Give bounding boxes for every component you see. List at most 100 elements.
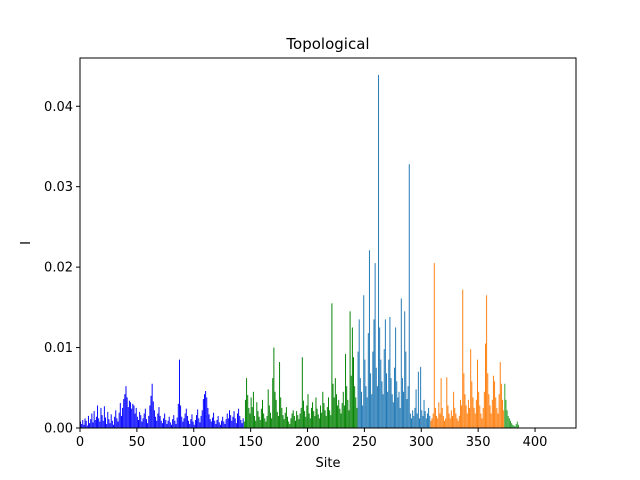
bar (287, 416, 289, 428)
bar (382, 394, 384, 428)
bar (448, 413, 450, 428)
bar (357, 351, 359, 428)
bar (355, 397, 357, 428)
bar (252, 391, 254, 428)
bar (405, 351, 407, 428)
bar (364, 359, 366, 428)
bar (494, 381, 496, 428)
bar (354, 386, 356, 428)
bar (419, 418, 420, 428)
bar (173, 415, 175, 428)
x-tick-label: 400 (523, 435, 548, 450)
bar (230, 415, 232, 428)
bar (455, 413, 457, 428)
bar (481, 418, 483, 428)
bar (100, 407, 102, 428)
bar (256, 402, 258, 428)
bar (387, 391, 389, 428)
bar (471, 381, 473, 428)
bar (266, 415, 268, 428)
bar (149, 405, 151, 428)
bar (409, 413, 411, 428)
bar (234, 418, 236, 428)
bar (257, 411, 259, 428)
bar (276, 411, 278, 428)
bar (450, 410, 452, 428)
bar (379, 327, 381, 428)
bar (463, 373, 465, 428)
bar (456, 418, 458, 428)
bar (465, 405, 467, 428)
bar (425, 418, 427, 428)
bar (411, 418, 413, 428)
bar (348, 410, 350, 428)
bar (191, 414, 193, 428)
bar (442, 415, 444, 428)
bar (373, 319, 375, 428)
bar (466, 413, 468, 428)
bar (417, 371, 419, 428)
bar (117, 421, 119, 428)
bar (513, 425, 515, 428)
bar (93, 411, 95, 428)
bar (268, 405, 270, 428)
bar (185, 408, 187, 428)
bar (130, 402, 132, 428)
bar (502, 399, 504, 428)
bar (397, 397, 399, 428)
bar (306, 405, 308, 428)
bar (399, 407, 401, 428)
bar (510, 420, 511, 428)
bar (188, 420, 190, 428)
bar (180, 405, 182, 428)
bar (342, 391, 344, 428)
bar (148, 415, 150, 428)
x-tick-label: 200 (295, 435, 320, 450)
bar (150, 395, 152, 428)
bar (508, 418, 510, 428)
bar (289, 423, 291, 428)
bar (346, 386, 348, 428)
bar (375, 367, 377, 428)
bar (144, 408, 146, 428)
bar (193, 424, 195, 428)
bar (239, 415, 241, 428)
bar (136, 416, 138, 428)
bar (453, 391, 455, 428)
bar (275, 399, 277, 428)
bar (197, 409, 199, 428)
bar (247, 395, 249, 428)
bar (428, 407, 430, 428)
bar (272, 378, 274, 428)
bar (83, 424, 85, 428)
bar (295, 420, 296, 428)
bar (335, 394, 337, 428)
bar (333, 397, 335, 428)
bar (351, 327, 353, 428)
bar (312, 402, 314, 428)
bar (110, 414, 112, 428)
bar (226, 413, 228, 428)
bar (166, 423, 168, 428)
bar (386, 373, 387, 428)
bar (194, 419, 196, 428)
bar (486, 295, 488, 428)
bar (168, 416, 170, 428)
bar (330, 415, 332, 428)
bar (131, 408, 133, 428)
bar (282, 415, 284, 428)
bar (202, 399, 204, 428)
bar (489, 405, 491, 428)
bar (112, 424, 114, 428)
bar (244, 399, 246, 428)
bar (366, 397, 368, 428)
bar (392, 402, 394, 428)
bar (190, 419, 192, 428)
bar (334, 378, 336, 428)
bar (470, 349, 472, 428)
bar (231, 420, 233, 428)
bar (81, 423, 83, 428)
bar (124, 394, 126, 428)
bar (139, 411, 141, 428)
bar (176, 417, 178, 428)
